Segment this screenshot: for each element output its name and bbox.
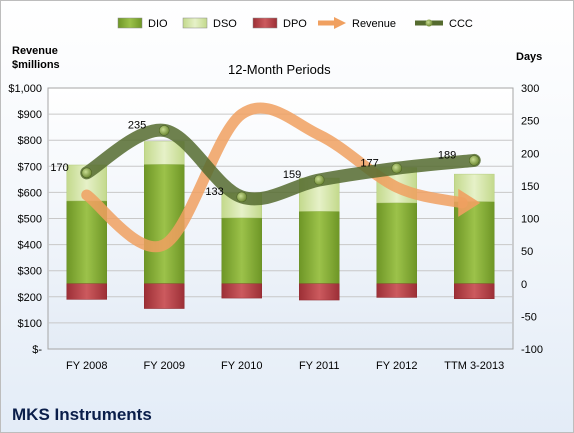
bar-dpo [299,283,340,301]
revenue-arrow [458,188,481,217]
category-label: FY 2011 [299,360,340,372]
bar-dpo [144,283,185,309]
revenue-line [81,102,468,253]
bar-dpo [376,283,417,298]
legend-swatch-dpo [252,17,278,29]
left-tick-label: $700 [18,161,42,173]
ccc-data-label: 189 [438,149,456,161]
ccc-point [391,162,403,174]
bar-dpo [454,283,495,300]
ccc-point [468,155,480,166]
left-tick-label: $- [32,344,42,356]
right-axis-label: Days [516,51,543,63]
category-label: FY 2010 [221,360,262,372]
legend-swatch-dso [182,17,208,29]
left-axis-label-line1: Revenue [12,45,58,57]
bar-dso [144,141,185,165]
left-axis-label: Revenue $millions [12,44,60,72]
left-tick-label: $400 [18,240,42,252]
right-tick-label: 50 [521,246,533,258]
ccc-point [158,125,170,136]
right-tick-label: 250 [521,116,539,128]
left-tick-label: $900 [18,109,42,121]
category-label: FY 2012 [376,360,417,372]
category-label: TTM 3-2013 [444,360,504,372]
category-label: FY 2009 [144,360,185,372]
ccc-data-label: 235 [128,119,146,131]
bar-dpo [221,283,262,299]
left-tick-label: $600 [18,187,42,199]
legend-label-dpo: DPO [283,18,307,30]
ccc-data-label: 133 [205,186,223,198]
left-tick-label: $1,000 [8,83,42,95]
legend-swatch-revenue-arrow [334,17,346,29]
bar-dpo [66,283,107,300]
left-tick-label: $300 [18,266,42,278]
legend-swatch-dio [117,17,143,29]
ccc-data-label: 170 [50,162,68,174]
legend-label-ccc: CCC [449,18,473,30]
legend: DIO DSO DPO Revenue CCC [117,17,473,30]
chart-subtitle: 12-Month Periods [228,62,331,77]
left-tick-label: $800 [18,135,42,147]
right-tick-label: 150 [521,181,539,193]
right-tick-label: 0 [521,279,527,291]
right-tick-label: -100 [521,344,543,356]
left-tick-label: $500 [18,214,42,226]
ccc-point [81,167,93,179]
legend-label-dso: DSO [213,18,237,30]
plot-area: $- $100 $200 $300 $400 $500 $600 $700 $800 $900 $1… [8,83,543,372]
bar-dio [454,201,495,284]
ccc-point [313,174,325,186]
bar-dso [454,173,495,202]
legend-label-dio: DIO [148,18,168,30]
right-tick-label: -50 [521,311,537,323]
right-tick-label: 200 [521,148,539,160]
company-name: MKS Instruments [12,405,152,424]
legend-swatch-ccc-dot [425,19,433,27]
ccc-data-label: 159 [283,169,301,181]
ccc-point [236,191,248,203]
ccc-data-label: 177 [360,157,378,169]
category-label: FY 2008 [66,360,107,372]
right-tick-label: 100 [521,214,539,226]
left-axis-label-line2: $millions [12,59,60,71]
left-tick-label: $100 [18,318,42,330]
bar-dio [299,211,340,284]
bar-dio [221,217,262,284]
left-tick-label: $200 [18,292,42,304]
bar-dio [376,202,417,284]
right-tick-label: 300 [521,83,539,95]
legend-label-revenue: Revenue [352,18,396,30]
